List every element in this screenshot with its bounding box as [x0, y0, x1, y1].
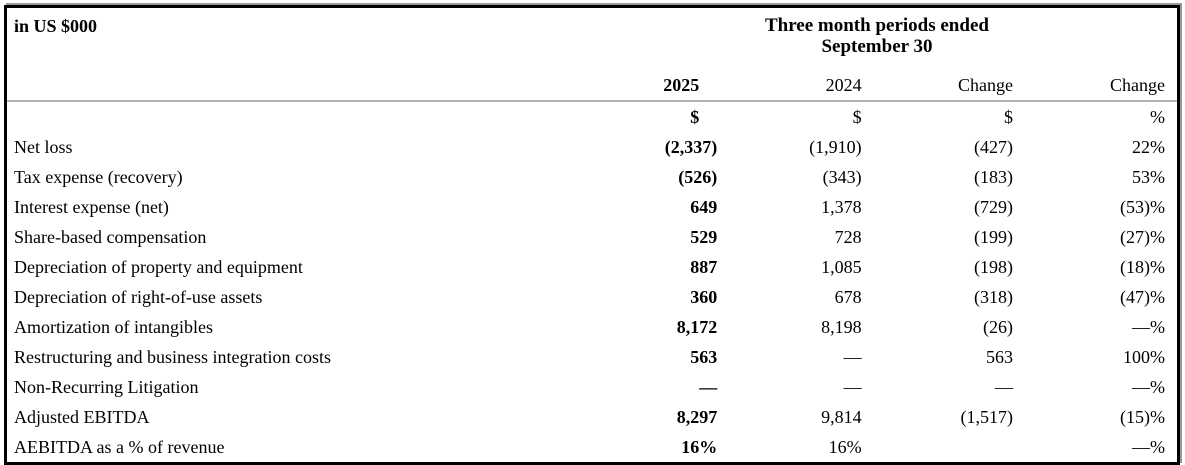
value-2024: 1,085	[821, 256, 862, 277]
symbol-change-usd: $	[1004, 107, 1014, 127]
row-label: Share-based compensation	[14, 226, 207, 247]
value-2025: 649	[690, 196, 718, 217]
value-2024: 728	[834, 226, 862, 247]
row-label: Interest expense (net)	[14, 196, 169, 217]
value-change-pct: —%	[1132, 376, 1165, 397]
value-2024: —	[843, 346, 862, 367]
value-2025: 563	[690, 346, 718, 367]
value-2025: —	[699, 376, 718, 397]
value-change-pct: (18)%	[1120, 256, 1165, 277]
table-row: Restructuring and business integration c…	[6, 342, 1179, 372]
value-change-usd: (1,517)	[960, 406, 1014, 427]
column-header-2025: 2025	[576, 68, 725, 102]
table-row: AEBITDA as a % of revenue 16% 16% —%	[6, 432, 1179, 464]
value-2024: (1,910)	[809, 136, 862, 157]
page: in US $000 Three month periods ended Sep…	[4, 5, 1180, 465]
header-title-row: in US $000 Three month periods ended Sep…	[6, 7, 1179, 69]
value-change-pct: (27)%	[1120, 226, 1165, 247]
row-label: Net loss	[14, 136, 73, 157]
value-change-pct: 53%	[1132, 166, 1165, 187]
table-row: Adjusted EBITDA 8,297 9,814 (1,517) (15)…	[6, 402, 1179, 432]
value-2025: 16%	[681, 436, 718, 457]
value-2024: 8,198	[821, 316, 862, 337]
table-row: Depreciation of property and equipment 8…	[6, 252, 1179, 282]
value-2025: (2,337)	[664, 136, 718, 157]
column-header-change-pct: Change	[1020, 68, 1179, 102]
header-symbol-row: $ $ $ %	[6, 101, 1179, 132]
header-year-row: 2025 2024 Change Change	[5, 68, 1179, 102]
value-2024: 16%	[828, 436, 862, 457]
table-body: Net loss (2,337) (1,910) (427) 22% Tax e…	[6, 132, 1179, 464]
value-change-usd: (729)	[974, 196, 1014, 217]
value-2025: (526)	[678, 166, 718, 187]
empty-cell	[6, 101, 577, 132]
value-change-usd: (427)	[974, 136, 1014, 157]
value-2025: 8,172	[676, 316, 718, 337]
value-change-usd: (26)	[983, 316, 1014, 337]
value-change-pct: (47)%	[1120, 286, 1165, 307]
table-row: Depreciation of right-of-use assets 360 …	[6, 282, 1179, 312]
value-change-usd: (183)	[974, 166, 1014, 187]
value-2024: —	[843, 376, 862, 397]
value-2025: 360	[690, 286, 718, 307]
value-change-pct: (53)%	[1120, 196, 1165, 217]
symbol-2024: $	[852, 107, 862, 127]
period-header-line2: September 30	[821, 36, 933, 57]
table-row: Interest expense (net) 649 1,378 (729) (…	[6, 192, 1179, 222]
value-2024: 1,378	[821, 196, 862, 217]
value-change-pct: (15)%	[1120, 406, 1165, 427]
value-change-usd: (318)	[974, 286, 1014, 307]
value-change-usd: (198)	[974, 256, 1014, 277]
row-label: Depreciation of right-of-use assets	[14, 286, 263, 307]
symbol-2025: $	[690, 107, 700, 127]
value-2025: 887	[690, 256, 718, 277]
value-2024: 9,814	[821, 406, 862, 427]
value-change-pct: 100%	[1123, 346, 1165, 367]
table-row: Tax expense (recovery) (526) (343) (183)…	[6, 162, 1179, 192]
value-change-usd: 563	[986, 346, 1014, 367]
value-change-pct: —%	[1132, 316, 1165, 337]
value-change-usd: —	[995, 376, 1014, 397]
row-label: Restructuring and business integration c…	[14, 346, 331, 367]
period-header: Three month periods ended September 30	[577, 7, 1179, 69]
table-row: Amortization of intangibles 8,172 8,198 …	[6, 312, 1179, 342]
value-2024: 678	[834, 286, 862, 307]
value-change-pct: 22%	[1132, 136, 1165, 157]
value-change-pct: —%	[1132, 436, 1165, 457]
value-change-usd: (199)	[974, 226, 1014, 247]
row-label: Depreciation of property and equipment	[14, 256, 303, 277]
financial-summary-table: in US $000 Three month periods ended Sep…	[4, 5, 1180, 465]
unit-label: in US $000	[14, 16, 98, 36]
row-label: Non-Recurring Litigation	[14, 376, 199, 397]
value-2025: 8,297	[676, 406, 718, 427]
value-2025: 529	[690, 226, 718, 247]
empty-cell	[5, 68, 577, 102]
row-label: Amortization of intangibles	[14, 316, 213, 337]
table-header: in US $000 Three month periods ended Sep…	[5, 7, 1179, 133]
column-header-2024: 2024	[724, 68, 869, 102]
row-label: Tax expense (recovery)	[14, 166, 183, 187]
row-label: Adjusted EBITDA	[14, 406, 150, 427]
value-change-usd	[869, 432, 1020, 464]
row-label: AEBITDA as a % of revenue	[14, 436, 225, 457]
symbol-change-pct: %	[1150, 107, 1165, 127]
table-row: Non-Recurring Litigation — — — —%	[6, 372, 1179, 402]
period-header-line1: Three month periods ended	[764, 15, 989, 36]
column-header-change-usd: Change	[868, 68, 1021, 102]
table-row: Share-based compensation 529 728 (199) (…	[6, 222, 1179, 252]
value-2024: (343)	[822, 166, 862, 187]
table-row: Net loss (2,337) (1,910) (427) 22%	[6, 132, 1179, 162]
